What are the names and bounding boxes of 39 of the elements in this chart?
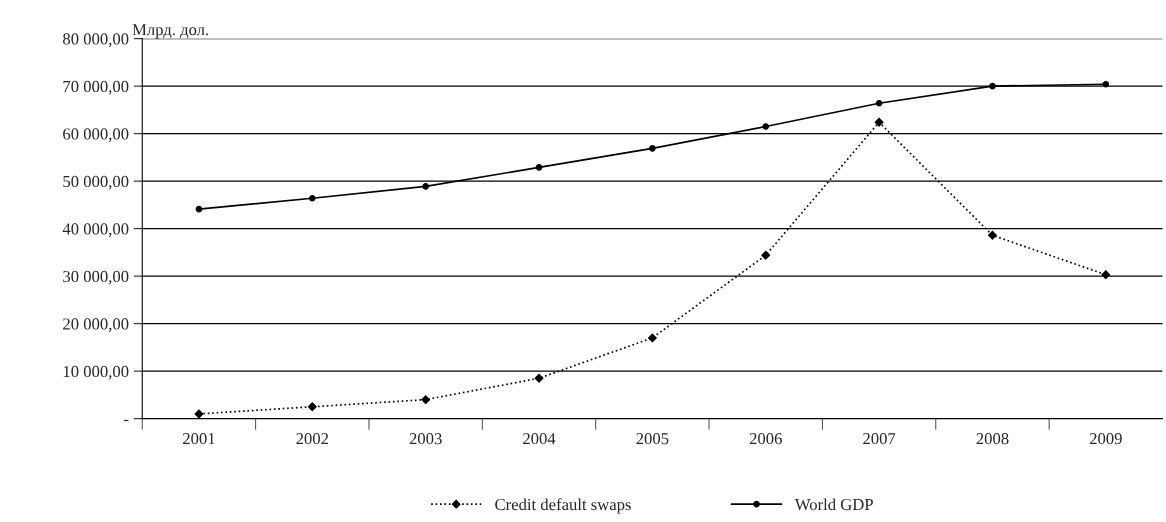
y-tick-label: 30 000,00 <box>63 270 129 285</box>
x-tick-label: 2006 <box>749 433 782 445</box>
x-tick-label: 2009 <box>1089 433 1122 445</box>
y-tick-label: 70 000,00 <box>63 80 129 95</box>
point <box>422 183 429 190</box>
x-tick-label: 2008 <box>976 433 1009 445</box>
y-tick-label: 10 000,00 <box>63 365 129 380</box>
point <box>989 82 996 90</box>
point <box>195 205 203 213</box>
x-tick-label: 2002 <box>296 433 329 445</box>
point <box>194 409 204 419</box>
legend-label: Credit default swaps <box>495 498 631 514</box>
y-tick-label: 50 000,00 <box>63 175 129 190</box>
point <box>309 194 316 202</box>
y-tick-label: 40 000,00 <box>62 223 129 237</box>
y-tick-label: 60 000,00 <box>63 128 129 142</box>
legend-label: World GDP <box>794 498 873 511</box>
x-tick-label: 2004 <box>523 433 556 445</box>
point <box>761 250 771 260</box>
y-axis-title: Млрд. дол. <box>132 24 209 39</box>
point <box>535 164 543 171</box>
point <box>875 99 883 107</box>
point <box>988 230 997 240</box>
y-tick-label: 20 000,00 <box>63 318 129 332</box>
point <box>647 333 657 343</box>
x-tick-label: 2003 <box>409 433 442 445</box>
point <box>534 373 544 383</box>
point <box>307 402 317 412</box>
point <box>874 117 884 127</box>
point <box>762 123 770 130</box>
x-tick-label: 2005 <box>636 433 669 445</box>
point <box>421 395 431 405</box>
point <box>1101 270 1111 280</box>
y-tick-label: 80 000,00 <box>63 33 129 47</box>
point <box>1102 80 1110 88</box>
point <box>649 145 656 152</box>
x-tick-label: 2007 <box>863 433 896 445</box>
x-tick-label: 2001 <box>183 433 215 445</box>
y-tick-label: - <box>124 419 129 422</box>
